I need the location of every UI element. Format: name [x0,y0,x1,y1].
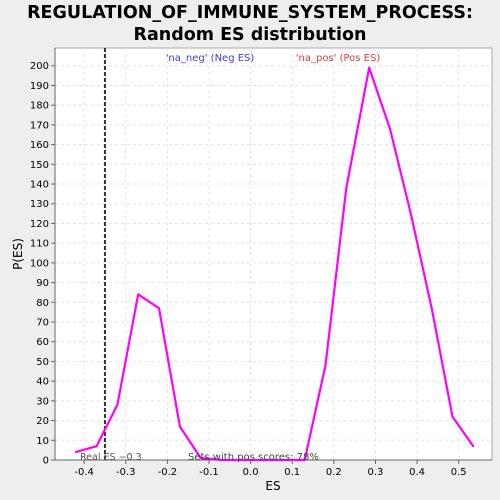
legend-pos: 'na_pos' (Pos ES) [296,53,381,64]
y-tick-label: 10 [36,436,49,447]
data-point [220,459,223,461]
data-point [409,212,412,215]
sets-pos-label: Sets with pos scores: 78% [188,452,319,463]
y-tick-label: 60 [36,337,49,348]
y-tick-label: 30 [36,396,49,407]
y-tick-label: 20 [36,416,49,427]
y-tick-label: 120 [30,219,49,230]
data-point [262,459,265,461]
data-point [345,186,348,189]
data-point [241,459,244,461]
legend-neg: 'na_neg' (Neg ES) [166,53,255,64]
x-tick-label: 0.0 [243,467,259,478]
y-tick-label: 100 [30,258,49,269]
grid [55,48,492,461]
y-tick-label: 160 [30,140,49,151]
x-tick-label: 0.1 [284,467,300,478]
y-tick-label: 200 [30,61,49,72]
x-tick-label: -0.1 [199,467,219,478]
y-tick-label: 180 [30,101,49,112]
data-point [451,415,454,418]
y-tick-label: 40 [36,377,49,388]
data-point [199,457,202,460]
x-tick-label: 0.3 [368,467,384,478]
data-point [472,445,475,448]
annotations: 'na_neg' (Neg ES) 'na_pos' (Pos ES) Real… [80,53,380,463]
x-tick-label: 0.2 [326,467,342,478]
chart-title-line-1: REGULATION_OF_IMMUNE_SYSTEM_PROCESS: [27,3,473,23]
data-point [303,459,306,461]
x-tick-label: 0.4 [409,467,425,478]
y-tick-label: 80 [36,298,49,309]
series-layer [74,48,475,462]
data-point [137,293,140,296]
data-point [389,127,392,130]
x-tick-label: 0.5 [451,467,467,478]
real-es-label: Real ES −0.3 [80,452,142,463]
y-tick-label: 90 [36,278,49,289]
x-tick-label: -0.3 [116,467,136,478]
data-point [116,403,119,406]
data-point [95,445,98,448]
x-tick-label: -0.2 [158,467,178,478]
data-point [430,307,433,310]
data-point [282,459,285,461]
data-point [158,307,161,310]
y-tick-label: 150 [30,160,49,171]
y-axis-label: P(ES) [11,238,25,270]
y-tick-label: 50 [36,357,49,368]
data-point [324,364,327,367]
y-tick-label: 0 [43,456,49,467]
plot-area [54,47,493,461]
data-point [368,66,371,69]
distribution-line [75,66,475,462]
y-tick-label: 110 [30,239,49,250]
chart-title: REGULATION_OF_IMMUNE_SYSTEM_PROCESS: Ran… [0,0,500,46]
y-tick-label: 170 [30,120,49,131]
data-point [178,425,181,428]
y-tick-label: 70 [36,318,49,329]
x-axis-label: ES [265,479,280,493]
x-tick-label: -0.4 [74,467,94,478]
y-tick-label: 130 [30,199,49,210]
y-tick-label: 140 [30,180,49,191]
y-tick-label: 190 [30,81,49,92]
chart-title-line-2: Random ES distribution [133,25,367,45]
data-point [74,451,77,454]
